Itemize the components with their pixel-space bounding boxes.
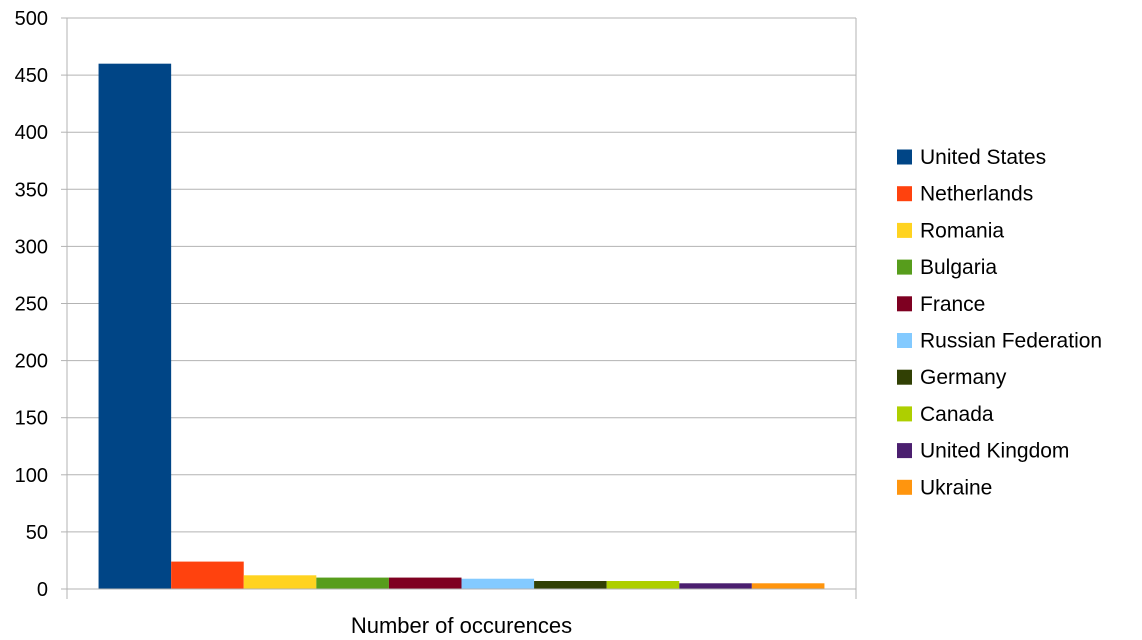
- gridlines: [67, 17, 856, 590]
- legend-label: Bulgaria: [920, 256, 997, 279]
- bar-france: [388, 577, 462, 589]
- y-tick-label: 500: [15, 8, 48, 30]
- bar-united-kingdom: [679, 583, 752, 589]
- bar-russian-federation: [461, 578, 535, 589]
- bar-romania: [243, 575, 317, 589]
- y-tick-label: 350: [15, 179, 48, 201]
- bar-united-states: [98, 63, 172, 590]
- bar-canada: [606, 581, 680, 589]
- y-tick-label: 50: [26, 522, 48, 544]
- legend-label: United Kingdom: [920, 440, 1069, 463]
- x-axis-category-labels: Number of occurences: [351, 613, 572, 638]
- legend-swatch: [897, 333, 912, 348]
- y-axis-tick-labels: 0 50 100 150 200 250 300 350 400 450 500: [15, 8, 48, 601]
- legend-label: United States: [920, 146, 1046, 169]
- bar-bulgaria: [316, 577, 389, 589]
- legend-swatch: [897, 259, 912, 275]
- legend-label: France: [920, 293, 985, 316]
- legend-swatch: [897, 296, 912, 312]
- axes: [61, 17, 857, 599]
- legend-label: Ukraine: [920, 476, 992, 499]
- legend-swatch: [897, 406, 912, 422]
- legend-label: Canada: [920, 403, 994, 426]
- legend-swatch: [897, 443, 912, 459]
- y-tick-label: 400: [15, 122, 48, 144]
- bar-ukraine: [751, 583, 825, 589]
- y-tick-label: 450: [15, 65, 48, 87]
- bar-germany: [534, 581, 607, 589]
- y-tick-label: 300: [15, 236, 48, 258]
- legend-swatch: [897, 149, 912, 165]
- legend: United States Netherlands Romania Bulgaria F…: [897, 146, 1102, 499]
- legend-swatch: [897, 186, 912, 202]
- bar-netherlands: [171, 561, 244, 589]
- legend-swatch: [897, 369, 912, 385]
- x-category-label: Number of occurences: [351, 613, 572, 638]
- y-tick-label: 250: [15, 294, 48, 316]
- y-tick-label: 0: [37, 579, 48, 601]
- legend-label: Russian Federation: [920, 330, 1102, 353]
- y-tick-label: 150: [15, 408, 48, 430]
- y-tick-label: 200: [15, 351, 48, 373]
- legend-swatch: [897, 222, 912, 238]
- bars: [98, 63, 825, 590]
- legend-swatch: [897, 479, 912, 495]
- y-tick-label: 100: [15, 465, 48, 487]
- legend-label: Romania: [920, 219, 1004, 242]
- legend-label: Germany: [920, 366, 1007, 389]
- legend-label: Netherlands: [920, 183, 1033, 206]
